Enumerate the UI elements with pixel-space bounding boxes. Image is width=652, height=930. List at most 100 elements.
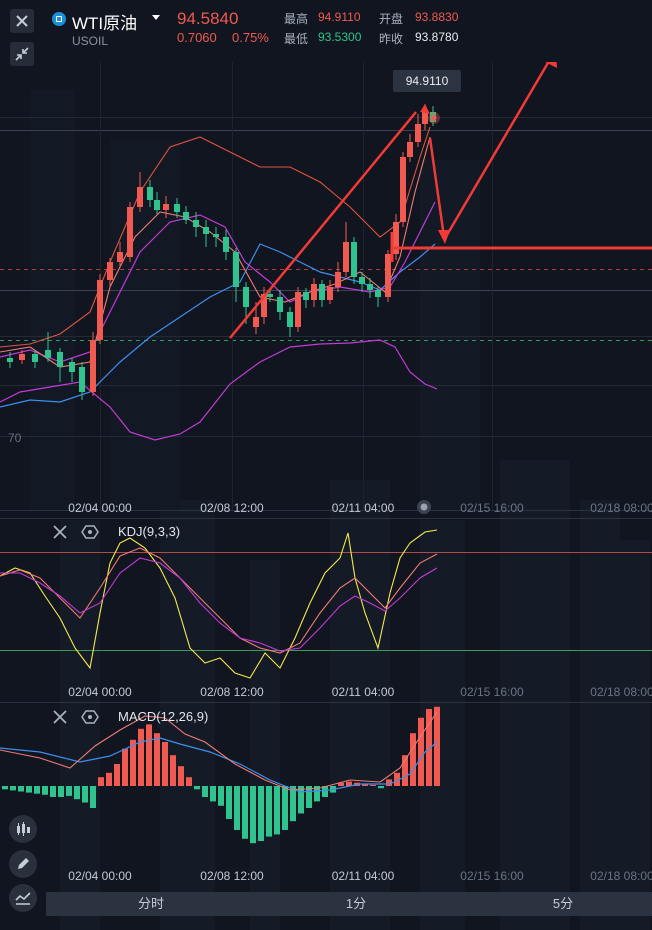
- macd-histogram-bar: [170, 755, 176, 786]
- candle-body: [19, 354, 25, 360]
- macd-histogram-bar: [82, 786, 88, 803]
- close-button[interactable]: [10, 9, 34, 33]
- candle-body: [32, 354, 38, 362]
- macd-histogram-bar: [146, 724, 152, 786]
- macd-histogram-bar: [322, 786, 328, 797]
- boll-upper-line: [0, 126, 431, 348]
- macd-histogram-bar: [402, 755, 408, 786]
- prev-close-label: 昨收: [379, 32, 404, 46]
- symbol-name[interactable]: WTI原油: [72, 14, 138, 33]
- ma-long-line: [0, 243, 436, 408]
- macd-histogram-bar: [410, 733, 416, 786]
- candle-body: [69, 362, 75, 372]
- collapse-button[interactable]: [10, 42, 34, 66]
- price-change: 0.7060: [177, 30, 217, 45]
- annotation-arrow-head: [420, 104, 430, 114]
- annotation-trend-line: [229, 111, 417, 339]
- candle-body: [303, 292, 309, 300]
- background-building: [580, 500, 620, 930]
- macd-close-button[interactable]: [53, 710, 67, 724]
- low-value: 93.5300: [318, 30, 362, 44]
- macd-indicator-label: MACD(12,26,9): [118, 709, 208, 724]
- background-building: [420, 160, 480, 510]
- candle-body: [117, 252, 123, 262]
- x-axis-label: 02/15 16:00: [460, 869, 524, 883]
- macd-histogram-bar: [386, 779, 392, 786]
- chevron-down-icon[interactable]: [152, 15, 160, 20]
- x-axis-label: 02/04 00:00: [68, 685, 132, 699]
- annotation-up-line: [442, 62, 550, 241]
- background-building: [620, 540, 650, 930]
- candle-body: [393, 222, 399, 254]
- macd-histogram-bar: [370, 784, 376, 786]
- k-line: [0, 529, 438, 679]
- candle-body: [295, 292, 301, 327]
- candle-body: [213, 234, 219, 237]
- open-value: 93.8830: [415, 10, 459, 24]
- j-line: [0, 557, 438, 652]
- tab-1min[interactable]: 1分: [345, 896, 367, 911]
- candle-body: [90, 340, 96, 392]
- low-label: 最低: [284, 32, 309, 46]
- macd-histogram-bar: [274, 786, 280, 835]
- tab-5min[interactable]: 5分: [552, 896, 574, 911]
- macd-histogram-bar: [362, 783, 368, 786]
- tab-time-share[interactable]: 分时: [137, 896, 164, 911]
- macd-histogram-bar: [106, 772, 112, 786]
- candle-body: [174, 204, 180, 212]
- price-chart[interactable]: 94.9110 70 02/04 00:00 02/08 12:00 02/11 0…: [0, 62, 652, 520]
- background-building: [330, 480, 390, 930]
- x-axis-label: 02/11 04:00: [332, 685, 395, 699]
- macd-histogram-bar: [74, 786, 80, 800]
- macd-histogram-bar: [98, 777, 104, 786]
- candle-body: [327, 287, 333, 300]
- macd-histogram-bar: [66, 786, 72, 796]
- macd-histogram-bar: [186, 777, 192, 786]
- candle-body: [127, 207, 133, 257]
- macd-histogram-bar: [346, 781, 352, 786]
- high-label: 最高: [284, 12, 309, 26]
- macd-histogram-bar: [234, 786, 240, 830]
- macd-histogram-bar: [338, 782, 344, 786]
- candle-body: [261, 294, 267, 317]
- macd-histogram-bar: [258, 786, 264, 841]
- macd-histogram-bar: [2, 786, 8, 790]
- candle-type-button[interactable]: [9, 815, 37, 843]
- indicator-button[interactable]: [9, 884, 37, 912]
- candle-body: [253, 317, 259, 327]
- x-axis-label: 02/18 08:00: [590, 501, 652, 515]
- candle-body: [385, 254, 391, 297]
- macd-histogram-bar: [210, 786, 216, 802]
- x-axis-label: 02/04 00:00: [68, 869, 132, 883]
- news-ticker-strip: [0, 918, 652, 930]
- candle-body: [277, 297, 283, 312]
- last-price: 94.5840: [177, 9, 239, 28]
- macd-histogram-bar: [138, 728, 144, 786]
- kdj-panel[interactable]: KDJ(9,3,3) 02/04 00:00 02/08 12:00 02/11 0…: [0, 518, 652, 702]
- macd-panel[interactable]: MACD(12,26,9) 02/04 00:00 02/08 12:00 02/1…: [0, 702, 652, 892]
- open-label: 开盘: [379, 12, 404, 26]
- kdj-settings-button[interactable]: [81, 525, 99, 539]
- candle-body: [97, 280, 103, 340]
- draw-tool-button[interactable]: [9, 850, 37, 878]
- d-line: [0, 547, 438, 654]
- symbol-code: USOIL: [72, 34, 109, 48]
- x-axis-label: 02/08 12:00: [200, 869, 264, 883]
- close-icon: [53, 525, 67, 539]
- candle-body: [367, 284, 373, 290]
- x-axis-label: 02/08 12:00: [200, 501, 264, 515]
- kdj-close-button[interactable]: [53, 525, 67, 539]
- macd-settings-button[interactable]: [81, 710, 99, 724]
- candle-body: [287, 312, 293, 327]
- macd-histogram-bar: [194, 786, 200, 790]
- macd-histogram-bar: [242, 786, 248, 839]
- candle-body: [183, 212, 189, 220]
- background-building: [60, 520, 100, 930]
- macd-histogram-bar: [10, 786, 16, 791]
- candle-body: [359, 277, 365, 284]
- close-icon: [53, 710, 67, 724]
- macd-histogram-bar: [282, 786, 288, 830]
- macd-histogram-bar: [250, 786, 256, 844]
- candle-body: [351, 242, 357, 277]
- price-tag: 94.9110: [406, 74, 449, 88]
